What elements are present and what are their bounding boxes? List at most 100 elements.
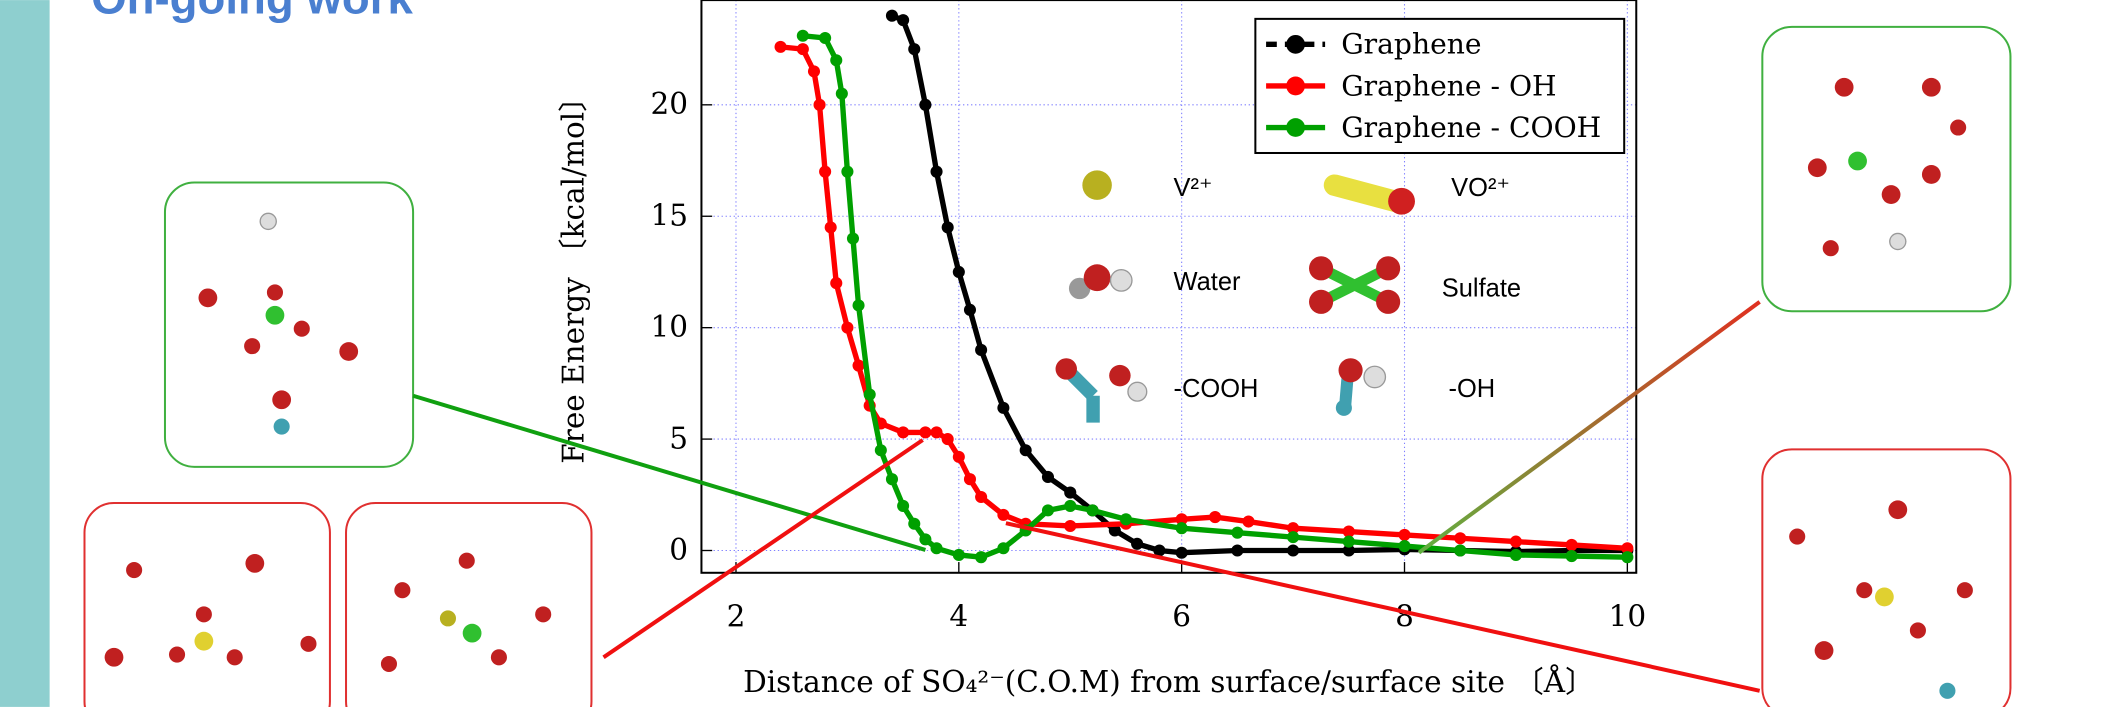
- series-line: [780, 44, 1628, 551]
- point: [1509, 548, 1522, 561]
- snapshot-box: [345, 502, 593, 707]
- point: [908, 43, 921, 56]
- point: [774, 40, 787, 53]
- point: [1175, 522, 1188, 535]
- pointer: [1417, 300, 1761, 555]
- point: [919, 98, 932, 111]
- point: [1565, 538, 1578, 551]
- point: [1041, 504, 1054, 517]
- point: [1621, 551, 1634, 564]
- x-tick-label: 2: [727, 599, 746, 633]
- point: [1342, 535, 1355, 548]
- x-tick-label: 6: [1172, 599, 1191, 633]
- x-axis-label: Distance of SO₄²⁻(C.O.M) from surface/su…: [743, 664, 1595, 699]
- pointer: [1005, 521, 1761, 693]
- point: [1398, 528, 1411, 541]
- point: [1621, 542, 1634, 555]
- y-axis-label: Free Energy 〔kcal/mol〕: [556, 82, 590, 463]
- point: [997, 542, 1010, 555]
- point: [1108, 524, 1121, 537]
- point: [885, 473, 899, 486]
- point: [941, 221, 954, 234]
- legend-marker: [1286, 118, 1305, 137]
- legend-label: Sulfate: [1442, 274, 1521, 302]
- point: [846, 232, 860, 245]
- legend-marker: [1286, 34, 1305, 54]
- point: [1287, 531, 1300, 544]
- point: [1342, 544, 1355, 557]
- pointer: [412, 393, 927, 552]
- point: [1153, 544, 1166, 557]
- slide-title: On-going work: [91, 0, 413, 24]
- point: [830, 54, 843, 67]
- legend-label: -COOH: [1174, 375, 1259, 403]
- point: [796, 43, 809, 56]
- point: [1175, 513, 1188, 526]
- point: [975, 551, 988, 564]
- point: [1242, 515, 1255, 528]
- point: [1064, 499, 1077, 512]
- y-tick-label: 15: [650, 199, 688, 233]
- point: [930, 165, 943, 178]
- molecules: [104, 77, 1973, 699]
- legend-marker: [1286, 76, 1305, 96]
- point: [807, 65, 821, 78]
- point: [952, 265, 965, 278]
- snapshot-box: [1761, 448, 2012, 707]
- point: [897, 426, 910, 439]
- point: [1086, 504, 1099, 517]
- point: [997, 401, 1010, 414]
- point: [841, 321, 854, 334]
- point: [1398, 540, 1411, 553]
- point: [952, 548, 965, 561]
- point: [1119, 513, 1132, 526]
- point: [824, 221, 837, 234]
- point: [841, 165, 854, 178]
- point: [952, 450, 965, 463]
- molecule-legend: V²⁺ VO²⁺ Water Sulfate -COOH -OH: [1055, 170, 1521, 423]
- pointer: [602, 438, 924, 659]
- point: [1231, 526, 1244, 539]
- point: [997, 508, 1010, 521]
- legend-label: Graphene: [1341, 28, 1481, 61]
- point: [1131, 537, 1144, 550]
- x-tick-label: 10: [1609, 599, 1647, 633]
- snapshot-box: [83, 502, 331, 707]
- point: [1064, 486, 1077, 499]
- pointers: [412, 300, 1761, 693]
- x-tick-label: 4: [949, 599, 968, 633]
- point: [930, 542, 943, 555]
- point: [930, 426, 943, 439]
- point: [1509, 535, 1522, 548]
- icon: [1388, 187, 1415, 215]
- point: [1209, 511, 1222, 524]
- point: [1064, 519, 1077, 533]
- legend-label: VO²⁺: [1451, 174, 1510, 202]
- point: [1287, 522, 1300, 535]
- point: [897, 499, 910, 512]
- point: [919, 426, 932, 439]
- point: [819, 165, 832, 178]
- point: [1454, 544, 1467, 557]
- legend-label: Graphene - COOH: [1341, 111, 1601, 144]
- point: [1175, 546, 1188, 559]
- point: [963, 473, 977, 486]
- plot: 2 4 6 8 10 0 5 10 15 20 Distance of SO₄²⁻(C.O.M) f…: [556, 0, 1646, 699]
- point: [1454, 532, 1467, 545]
- snapshots: [83, 25, 2012, 707]
- y-tick-label: 5: [669, 421, 688, 455]
- point: [963, 303, 977, 316]
- x-tick-label: 8: [1395, 599, 1414, 633]
- icon: [1323, 174, 1406, 213]
- series-line: [890, 13, 1628, 556]
- point: [874, 444, 887, 457]
- snapshot-box: [163, 181, 415, 468]
- point: [863, 388, 876, 401]
- point: [1019, 444, 1032, 457]
- snapshot-box: [1761, 25, 2012, 313]
- point: [885, 9, 899, 22]
- point: [897, 14, 910, 27]
- y-tick-label: 10: [650, 310, 688, 344]
- side-bar: [0, 0, 50, 707]
